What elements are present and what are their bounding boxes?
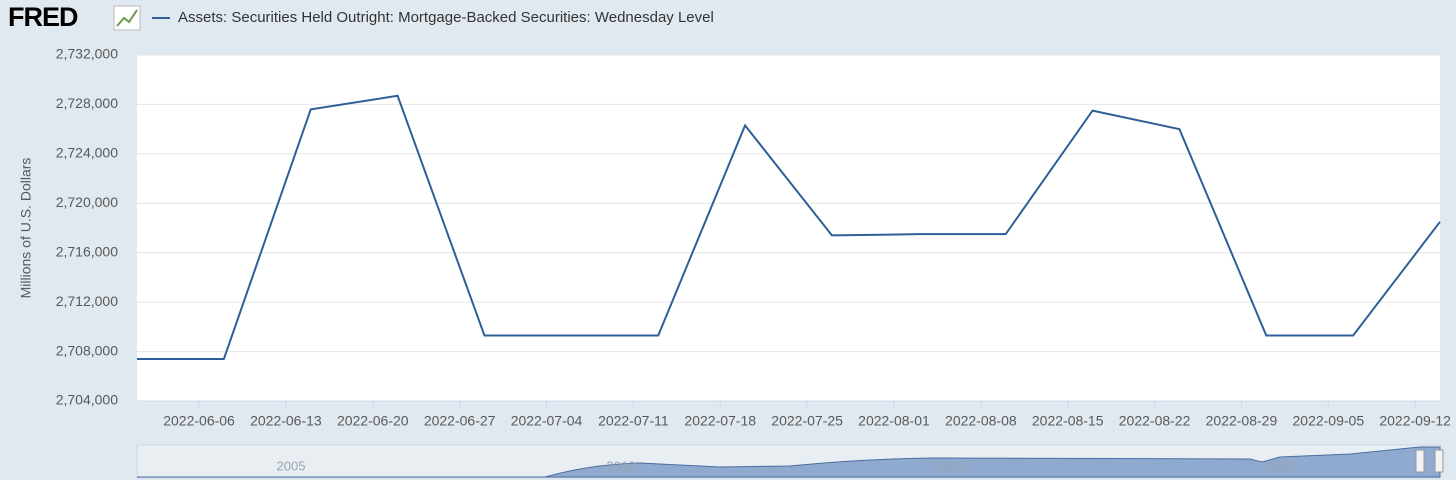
plot-area [137, 55, 1440, 401]
x-tick-label: 2022-07-04 [511, 413, 583, 429]
y-tick-label: 2,712,000 [56, 293, 118, 309]
x-tick-label: 2022-07-25 [771, 413, 843, 429]
x-tick-label: 2022-08-15 [1032, 413, 1104, 429]
x-tick-label: 2022-08-01 [858, 413, 930, 429]
x-tick-label: 2022-06-13 [250, 413, 322, 429]
x-tick-label: 2022-07-18 [684, 413, 756, 429]
navigator-label: 2010 [607, 458, 636, 473]
x-tick-label: 2022-06-20 [337, 413, 409, 429]
x-tick-label: 2022-06-27 [424, 413, 496, 429]
y-tick-label: 2,728,000 [56, 95, 118, 111]
y-tick-label: 2,704,000 [56, 392, 118, 408]
y-tick-label: 2,720,000 [56, 194, 118, 210]
logo-icon-line [116, 9, 138, 27]
fred-logo[interactable]: FRED [8, 2, 79, 32]
logo-icon [113, 5, 141, 31]
navigator-label: 2005 [277, 458, 306, 473]
y-tick-label: 2,716,000 [56, 243, 118, 259]
x-tick-label: 2022-09-05 [1293, 413, 1365, 429]
legend-entry[interactable]: Assets: Securities Held Outright: Mortga… [178, 9, 714, 26]
navigator-handle[interactable] [1434, 449, 1444, 473]
x-tick-label: 2022-08-22 [1119, 413, 1191, 429]
x-tick-label: 2022-06-06 [163, 413, 235, 429]
x-tick-label: 2022-08-29 [1206, 413, 1278, 429]
navigator-label: 2015 [937, 458, 966, 473]
x-tick-label: 2022-07-11 [598, 413, 669, 429]
navigator-handle[interactable] [1415, 449, 1425, 473]
y-axis-label: Millions of U.S. Dollars [18, 158, 34, 299]
navigator-area [137, 446, 1441, 478]
x-tick-label: 2022-08-08 [945, 413, 1017, 429]
navigator-label: 2020 [1267, 458, 1296, 473]
y-tick-label: 2,724,000 [56, 145, 118, 161]
y-tick-label: 2,708,000 [56, 342, 118, 358]
x-tick-label: 2022-09-12 [1379, 413, 1451, 429]
y-tick-label: 2,732,000 [56, 46, 118, 62]
data-line [137, 94, 1441, 360]
